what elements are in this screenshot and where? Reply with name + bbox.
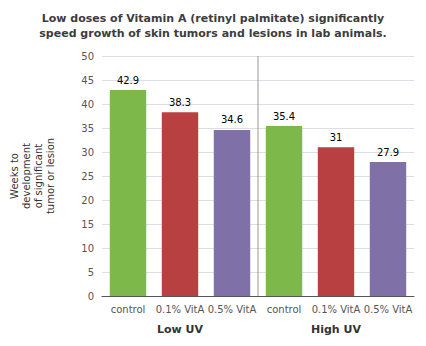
- svg-text:50: 50: [81, 51, 94, 62]
- svg-text:30: 30: [81, 147, 94, 158]
- svg-text:45: 45: [81, 75, 94, 86]
- svg-text:0: 0: [88, 291, 94, 302]
- svg-text:5: 5: [88, 267, 94, 278]
- svg-text:38.3: 38.3: [169, 97, 191, 108]
- svg-text:20: 20: [81, 195, 94, 206]
- svg-text:control: control: [111, 304, 146, 315]
- svg-text:34.6: 34.6: [221, 114, 243, 125]
- svg-text:control: control: [267, 304, 302, 315]
- svg-text:31: 31: [330, 132, 343, 143]
- svg-text:35.4: 35.4: [273, 111, 295, 122]
- svg-text:Low UV: Low UV: [157, 323, 203, 336]
- svg-text:0.5% VitA: 0.5% VitA: [364, 304, 413, 315]
- svg-text:35: 35: [81, 123, 94, 134]
- svg-text:25: 25: [81, 171, 94, 182]
- svg-text:10: 10: [81, 243, 94, 254]
- svg-text:0.1% VitA: 0.1% VitA: [156, 304, 205, 315]
- svg-text:40: 40: [81, 99, 94, 110]
- svg-text:of significant: of significant: [33, 144, 44, 209]
- svg-text:15: 15: [81, 219, 94, 230]
- svg-text:development: development: [21, 143, 32, 209]
- svg-text:0.5% VitA: 0.5% VitA: [208, 304, 257, 315]
- svg-text:Low doses of Vitamin A (retiny: Low doses of Vitamin A (retinyl palmitat…: [42, 12, 385, 25]
- svg-text:0.1% VitA: 0.1% VitA: [312, 304, 361, 315]
- svg-text:tumor or lesion: tumor or lesion: [45, 138, 56, 214]
- svg-text:Weeks to: Weeks to: [9, 153, 20, 199]
- svg-text:42.9: 42.9: [117, 75, 139, 86]
- svg-text:27.9: 27.9: [377, 147, 399, 158]
- svg-text:speed growth of skin tumors an: speed growth of skin tumors and lesions …: [39, 27, 386, 40]
- svg-text:High UV: High UV: [311, 323, 361, 336]
